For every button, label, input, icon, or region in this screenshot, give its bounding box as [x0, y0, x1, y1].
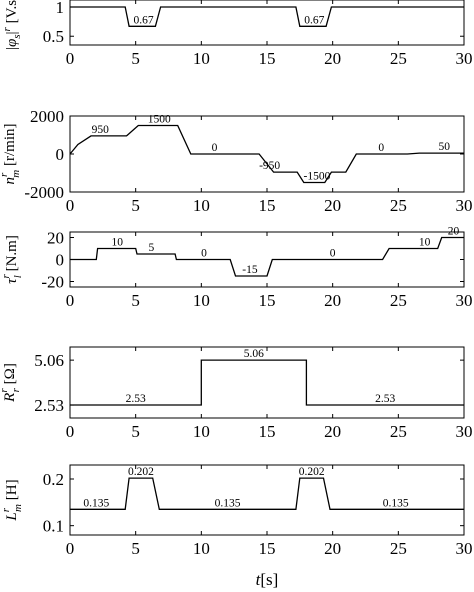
value-label: 0.67 [133, 14, 153, 26]
x-tick-label: 5 [131, 291, 140, 310]
x-tick-label: 10 [193, 539, 210, 558]
x-tick-label: 25 [390, 422, 407, 441]
value-label: 0 [201, 248, 207, 260]
x-tick-label: 15 [259, 196, 276, 215]
chart-panel-2: 0 5 10 15 20 25 30-20000200095015000-950-15000… [0, 107, 473, 215]
value-label: 2.53 [375, 393, 395, 405]
x-tick-label: 25 [390, 49, 407, 68]
y-tick-label: 2.53 [34, 396, 64, 415]
series-line [70, 359, 464, 406]
y-tick-label: 0 [56, 145, 65, 164]
value-label: 5.06 [244, 348, 264, 360]
value-label: 5 [149, 242, 155, 254]
y-tick-label: 2000 [30, 107, 64, 126]
y-axis-label: Lrm [H] [0, 479, 24, 521]
value-label: 0 [330, 248, 336, 260]
x-tick-label: 0 [66, 291, 75, 310]
y-tick-label: 0.1 [43, 517, 64, 536]
x-tick-label: 20 [324, 196, 341, 215]
x-tick-label: 15 [259, 49, 276, 68]
y-axis-label: nrm [r/min] [0, 124, 22, 185]
y-tick-label: 0 [56, 251, 65, 270]
value-label: -15 [242, 264, 258, 276]
x-tick-label: 10 [193, 422, 210, 441]
value-label: 2.53 [126, 393, 146, 405]
value-label: 50 [439, 141, 451, 153]
value-label: 0 [378, 142, 384, 154]
y-tick-label: -20 [41, 273, 64, 292]
x-tick-label: 5 [131, 422, 140, 441]
x-tick-label: 20 [324, 539, 341, 558]
y-tick-label: 1 [56, 0, 65, 17]
value-label: 0 [212, 142, 218, 154]
x-tick-label: 0 [66, 196, 75, 215]
value-label: 0.67 [304, 14, 324, 26]
chart-panel-1: 0 5 10 15 20 25 30 0.5 1 0.67 0.67 |φs|r [V.s] [1, 0, 473, 68]
value-label: 0.135 [83, 497, 109, 509]
value-label: 1500 [148, 114, 171, 126]
chart-panel-4: 0 5 10 15 20 25 30 2.53 5.06 2.53 5.06 2.53 Rrr [Ω] [0, 346, 473, 441]
value-label: 10 [419, 237, 431, 249]
x-tick-label: 30 [456, 49, 473, 68]
x-tick-label: 25 [390, 196, 407, 215]
y-tick-label: -2000 [24, 183, 64, 202]
x-tick-label: 30 [456, 291, 473, 310]
x-tick-label: 5 [131, 49, 140, 68]
x-tick-label: 15 [259, 291, 276, 310]
value-label: -1500 [303, 171, 330, 183]
y-tick-label: 0.5 [43, 27, 64, 46]
value-label: 20 [448, 226, 460, 238]
x-tick-label: 30 [456, 539, 473, 558]
x-tick-label: 0 [66, 49, 75, 68]
x-tick-label: 10 [193, 196, 210, 215]
x-tick-label: 25 [390, 291, 407, 310]
series-line [70, 6, 464, 27]
x-tick-label: 25 [390, 539, 407, 558]
x-tick-label: 20 [324, 422, 341, 441]
x-tick-label: 10 [193, 49, 210, 68]
x-tick-label: 20 [324, 49, 341, 68]
value-label: 0.135 [383, 497, 409, 509]
x-tick-label: 20 [324, 291, 341, 310]
y-axis-label: Rrr [Ω] [0, 363, 22, 403]
x-tick-label: 30 [456, 422, 473, 441]
x-tick-label: 0 [66, 422, 75, 441]
y-tick-label: 5.06 [34, 351, 64, 370]
x-tick-label: 10 [193, 291, 210, 310]
series-line [69, 124, 464, 184]
y-axis-label: τrl [N.m] [0, 235, 24, 284]
axes-box [69, 346, 465, 419]
x-tick-label: 30 [456, 196, 473, 215]
series-line [70, 477, 464, 510]
y-axis-label: |φs|r [V.s] [1, 0, 23, 50]
value-label: -950 [259, 160, 280, 172]
value-label: 950 [92, 124, 110, 136]
x-tick-label: 5 [131, 196, 140, 215]
x-tick-label: 15 [259, 422, 276, 441]
x-tick-label: 5 [131, 539, 140, 558]
x-tick-label: 0 [66, 539, 75, 558]
axes-box [69, 231, 465, 288]
series-line [70, 236, 464, 277]
y-tick-label: 20 [47, 229, 64, 248]
x-tick-label: 15 [259, 539, 276, 558]
value-label: 0.202 [128, 466, 154, 478]
chart-panel-5: 0 5 10 15 20 25 30 0.1 0.2 0.135 0.202 0.135 0.202 0.… [0, 464, 473, 589]
value-label: 0.202 [299, 466, 325, 478]
y-tick-label: 0.2 [43, 470, 64, 489]
value-label: 0.135 [215, 497, 241, 509]
value-label: 10 [112, 237, 124, 249]
x-axis-label: t[s] [256, 570, 279, 589]
